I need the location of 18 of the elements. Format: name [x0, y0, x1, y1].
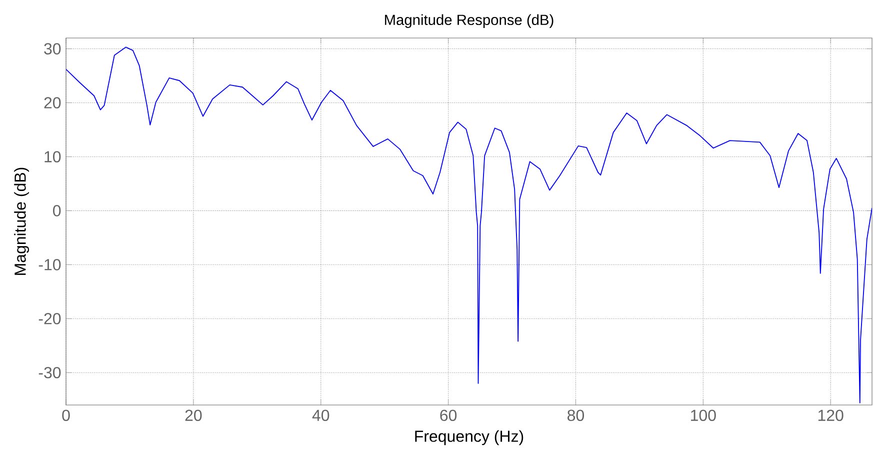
y-tick-label: 0: [53, 205, 61, 216]
y-axis-title: Magnitude (dB): [14, 168, 30, 275]
chart-title: Magnitude Response (dB): [385, 14, 554, 28]
x-axis-title: Frequency (Hz): [415, 430, 524, 446]
y-tick-label: 20: [44, 97, 61, 108]
y-tick-label: -30: [38, 366, 61, 378]
line-series: [66, 46, 872, 404]
x-tick-label: 60: [440, 410, 457, 422]
y-tick-label: -10: [38, 259, 61, 270]
x-tick-label: 80: [568, 410, 584, 422]
x-tick-label: 0: [62, 410, 70, 422]
x-tick-label: 20: [185, 410, 202, 422]
x-tick-label: 100: [691, 410, 716, 422]
x-tick-label: 40: [312, 410, 330, 422]
y-tick-label: 30: [44, 43, 61, 54]
x-tick-label: 120: [818, 410, 844, 422]
y-tick-label: -20: [38, 312, 61, 324]
y-tick-label: 10: [44, 151, 61, 162]
